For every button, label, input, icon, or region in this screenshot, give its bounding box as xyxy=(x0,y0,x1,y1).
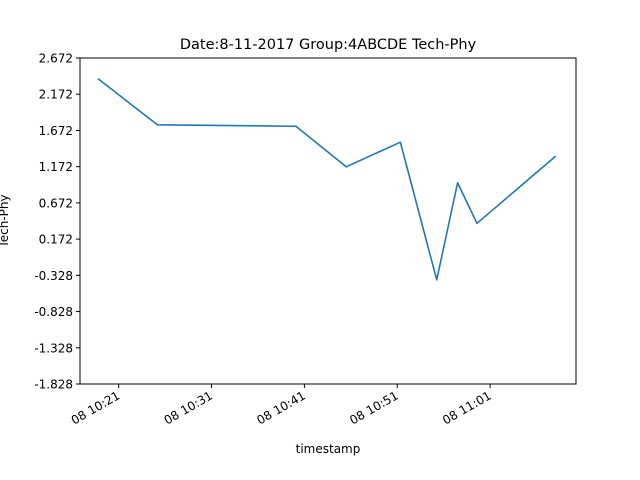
y-tick-label: 0.172 xyxy=(39,233,73,247)
data-point xyxy=(345,166,347,168)
y-tick-label: -0.328 xyxy=(34,269,73,283)
y-tick-label: 1.172 xyxy=(39,160,73,174)
y-axis-ticks: 2.672 2.172 1.672 1.172 0.672 0.172 -0.328 -0.8… xyxy=(34,52,80,392)
x-axis-label: timestamp xyxy=(296,442,361,456)
data-point xyxy=(457,182,459,184)
data-point xyxy=(554,156,556,158)
y-tick-label: 1.672 xyxy=(39,124,73,138)
series-layer xyxy=(97,78,557,281)
plot-frame xyxy=(79,57,577,385)
y-tick-label: 2.172 xyxy=(39,88,73,102)
y-tick-label: -0.828 xyxy=(34,305,73,319)
y-tick-label: 2.672 xyxy=(39,52,73,66)
y-tick-label: -1.328 xyxy=(34,341,73,355)
y-axis-label: Tech-Phy xyxy=(0,194,11,248)
y-tick-label: -1.828 xyxy=(34,378,73,392)
chart-title: Date:8-11-2017 Group:4ABCDE Tech-Phy xyxy=(180,37,477,53)
data-point xyxy=(156,124,158,126)
data-point xyxy=(436,279,438,281)
data-point xyxy=(476,222,478,224)
data-point xyxy=(295,125,297,127)
y-tick-label: 0.672 xyxy=(39,196,73,210)
data-point xyxy=(399,141,401,143)
data-point xyxy=(97,78,100,80)
